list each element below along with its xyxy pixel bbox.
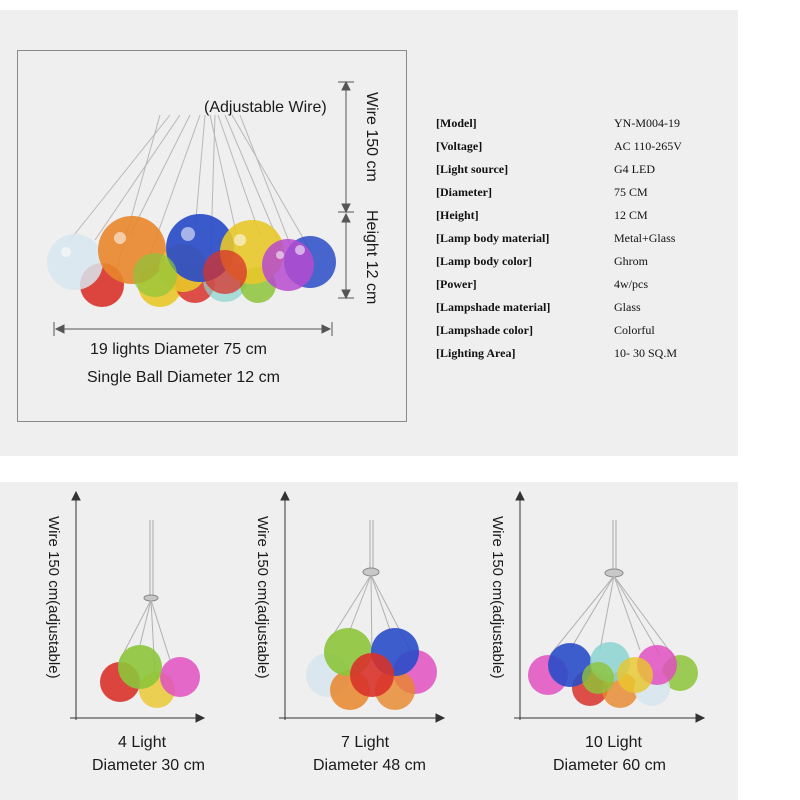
spec-value-height: 12 CM — [614, 208, 648, 222]
variant-10-lights: 10 Light — [585, 734, 642, 751]
variant-4-wire-label: Wire 150 cm(adjustable) — [45, 516, 62, 679]
adjustable-wire-label: (Adjustable Wire) — [204, 99, 327, 116]
spec-label-height: [Height] — [436, 208, 479, 222]
spec-label-power: [Power] — [436, 277, 477, 291]
spec-value-body-material: Metal+Glass — [614, 231, 676, 245]
spec-label-body-material: [Lamp body material] — [436, 231, 550, 245]
product-frame — [17, 50, 407, 422]
spec-label-body-color: [Lamp body color] — [436, 254, 532, 268]
variant-10-diameter: Diameter 60 cm — [553, 757, 666, 774]
spec-label-shade-color: [Lampshade color] — [436, 323, 533, 337]
spec-value-light-source: G4 LED — [614, 162, 655, 176]
spec-label-shade-material: [Lampshade material] — [436, 300, 551, 314]
spec-value-shade-material: Glass — [614, 300, 641, 314]
variant-7-diameter: Diameter 48 cm — [313, 757, 426, 774]
variant-7-wire-label: Wire 150 cm(adjustable) — [254, 516, 271, 679]
single-ball-label: Single Ball Diameter 12 cm — [87, 369, 280, 386]
variant-4-diameter: Diameter 30 cm — [92, 757, 205, 774]
spec-label-diameter: [Diameter] — [436, 185, 492, 199]
spec-label-voltage: [Voltage] — [436, 139, 483, 153]
spec-value-diameter: 75 CM — [614, 185, 648, 199]
variant-7-lights: 7 Light — [341, 734, 390, 751]
spec-label-lighting-area: [Lighting Area] — [436, 346, 516, 360]
spec-label-model: [Model] — [436, 116, 477, 130]
variant-10-wire-label: Wire 150 cm(adjustable) — [489, 516, 506, 679]
spec-label-light-source: [Light source] — [436, 162, 509, 176]
spec-value-lighting-area: 10- 30 SQ.M — [614, 346, 678, 360]
spec-value-body-color: Ghrom — [614, 254, 648, 268]
diameter-label: 19 lights Diameter 75 cm — [90, 341, 267, 358]
spec-value-power: 4w/pcs — [614, 277, 648, 291]
spec-value-model: YN-M004-19 — [614, 116, 680, 130]
spec-value-voltage: AC 110-265V — [614, 139, 682, 153]
spec-value-shade-color: Colorful — [614, 323, 655, 337]
variant-4-lights: 4 Light — [118, 734, 167, 751]
